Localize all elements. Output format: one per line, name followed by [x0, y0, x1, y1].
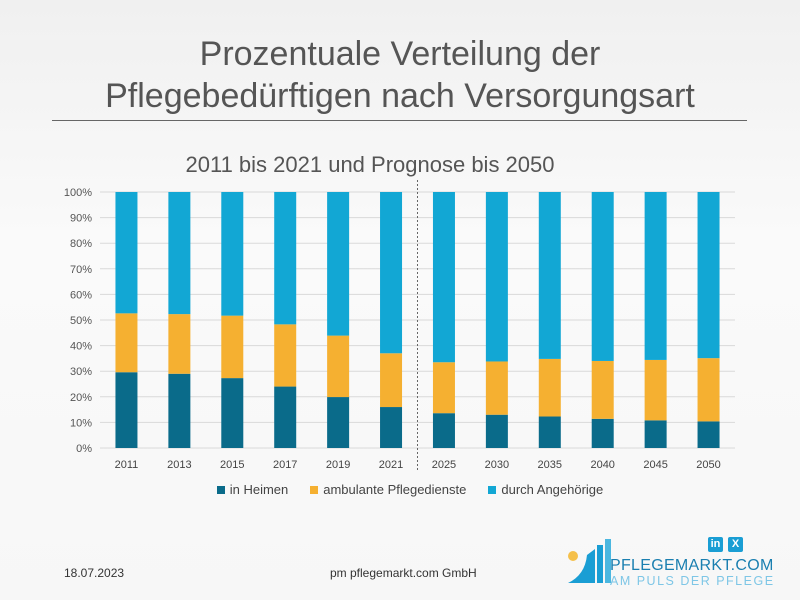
- bar-segment: [538, 192, 561, 359]
- legend: in Heimen ambulante Pflegedienste durch …: [0, 482, 800, 497]
- bar-segment: [115, 313, 138, 373]
- y-tick-label: 50%: [70, 315, 92, 327]
- y-tick-label: 20%: [70, 392, 92, 404]
- title-line-2: Pflegebedürftigen nach Versorgungsart: [105, 77, 695, 115]
- y-tick-label: 80%: [70, 238, 92, 250]
- brand-tagline: AM PULS DER PFLEGE: [610, 574, 775, 588]
- bar-segment: [432, 192, 455, 363]
- x-tick-label: 2019: [326, 459, 350, 471]
- y-tick-label: 70%: [70, 264, 92, 276]
- bar-segment: [274, 324, 297, 387]
- title-divider: [52, 120, 747, 121]
- chart-title: Prozentuale Verteilung der Pflegebedürft…: [0, 33, 800, 117]
- x-tick-label: 2040: [590, 459, 614, 471]
- legend-item-heimen: in Heimen: [216, 482, 289, 497]
- bar-segment: [115, 192, 138, 314]
- title-line-1: Prozentuale Verteilung der: [199, 35, 601, 73]
- bar-segment: [432, 413, 455, 448]
- bar-segment: [591, 418, 614, 448]
- bar-segment: [432, 362, 455, 414]
- y-tick-label: 90%: [70, 213, 92, 225]
- bar-segment: [644, 359, 667, 421]
- bar-segment: [327, 397, 350, 448]
- legend-swatch: [310, 485, 319, 494]
- bar-segment: [168, 373, 191, 448]
- x-tick-label: 2015: [220, 459, 244, 471]
- x-tick-label: 2013: [167, 459, 191, 471]
- y-tick-label: 10%: [70, 417, 92, 429]
- bar-segment: [644, 420, 667, 448]
- bar-segment: [644, 192, 667, 360]
- pflegemarkt-logo-icon: [568, 539, 611, 583]
- bar-segment: [538, 416, 561, 448]
- legend-label: in Heimen: [229, 482, 289, 497]
- bar-segment: [380, 407, 403, 448]
- x-tick-label: 2025: [432, 459, 456, 471]
- bar-segment: [697, 358, 720, 422]
- bar-segment: [221, 315, 244, 379]
- x-tick-label: 2021: [379, 459, 403, 471]
- x-tick-label: 2011: [115, 459, 139, 471]
- bar-segment: [591, 192, 614, 361]
- bar-segment: [327, 335, 350, 398]
- bar-segment: [327, 192, 350, 336]
- y-tick-label: 100%: [64, 187, 92, 199]
- y-tick-label: 0%: [76, 443, 92, 455]
- bar-segment: [591, 360, 614, 419]
- bar-segment: [485, 361, 508, 415]
- x-tick-label: 2050: [696, 459, 720, 471]
- legend-item-angehoerige: durch Angehörige: [488, 482, 603, 497]
- x-tick-label: 2045: [643, 459, 667, 471]
- bar-segment: [221, 192, 244, 316]
- linkedin-icon[interactable]: in: [708, 537, 723, 552]
- bar-segment: [697, 421, 720, 448]
- chart-subtitle: 2011 bis 2021 und Prognose bis 2050: [185, 152, 555, 177]
- y-tick-label: 60%: [70, 289, 92, 301]
- bar-segment: [380, 353, 403, 408]
- bar-segment: [538, 358, 561, 417]
- legend-swatch: [488, 485, 497, 494]
- date: 18.07.2023: [64, 566, 125, 580]
- bar-segment: [274, 386, 297, 448]
- brand-name: PFLEGEMARKT.COM: [610, 557, 774, 574]
- x-tick-label: 2030: [485, 459, 509, 471]
- legend-swatch: [216, 485, 225, 494]
- company-name: pm pflegemarkt.com GmbH: [330, 566, 477, 580]
- bar-segment: [485, 414, 508, 448]
- x-tick-label: 2017: [273, 459, 297, 471]
- y-tick-label: 30%: [70, 366, 92, 378]
- legend-item-ambulant: ambulante Pflegedienste: [310, 482, 466, 497]
- bar-segment: [697, 192, 720, 359]
- xing-icon[interactable]: X: [728, 537, 743, 552]
- bar-segment: [380, 192, 403, 354]
- bar-segment: [168, 314, 191, 374]
- bar-segment: [221, 378, 244, 448]
- bar-segment: [485, 192, 508, 362]
- bar-segment: [274, 192, 297, 325]
- y-tick-label: 40%: [70, 341, 92, 353]
- legend-label: ambulante Pflegedienste: [323, 482, 467, 497]
- x-tick-label: 2035: [538, 459, 562, 471]
- bar-segment: [168, 192, 191, 315]
- bar-segment: [115, 372, 138, 448]
- legend-label: durch Angehörige: [501, 482, 604, 497]
